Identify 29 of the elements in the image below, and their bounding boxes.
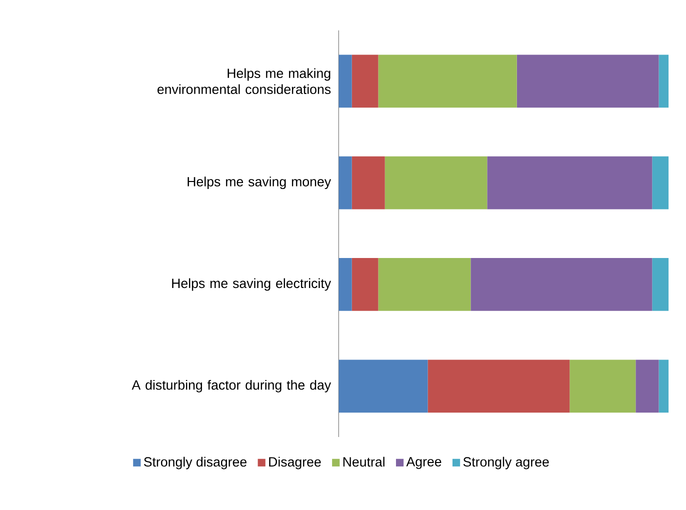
y-tick-label: A disturbing factor during the day — [132, 380, 332, 392]
bar — [352, 258, 378, 311]
bar — [338, 258, 352, 311]
bar — [338, 156, 352, 210]
legend-label: Disagree — [269, 456, 321, 470]
y-tick-label: Helps me saving electricity — [172, 278, 332, 291]
bar — [652, 258, 669, 311]
legend-label: Neutral — [343, 456, 384, 467]
bar — [338, 54, 352, 108]
legend-label: Strongly agree — [463, 456, 549, 470]
bar — [378, 258, 471, 311]
bar — [378, 54, 517, 108]
legend-label: Agree — [406, 457, 442, 470]
bar — [487, 156, 652, 210]
bar — [352, 54, 378, 108]
y-tick-label: Helps me making environmental considerations — [158, 68, 331, 94]
y-tick-label: Helps me saving money — [188, 176, 332, 190]
bar — [338, 360, 428, 413]
bar — [428, 360, 570, 413]
bar — [352, 156, 385, 210]
bar — [470, 258, 652, 311]
bar — [658, 54, 669, 108]
bar — [658, 360, 669, 413]
bar — [652, 156, 669, 210]
legend-label: Strongly disagree — [144, 456, 247, 470]
bar — [570, 360, 636, 413]
bar — [384, 156, 488, 210]
bar — [636, 360, 659, 413]
bar — [516, 54, 659, 108]
